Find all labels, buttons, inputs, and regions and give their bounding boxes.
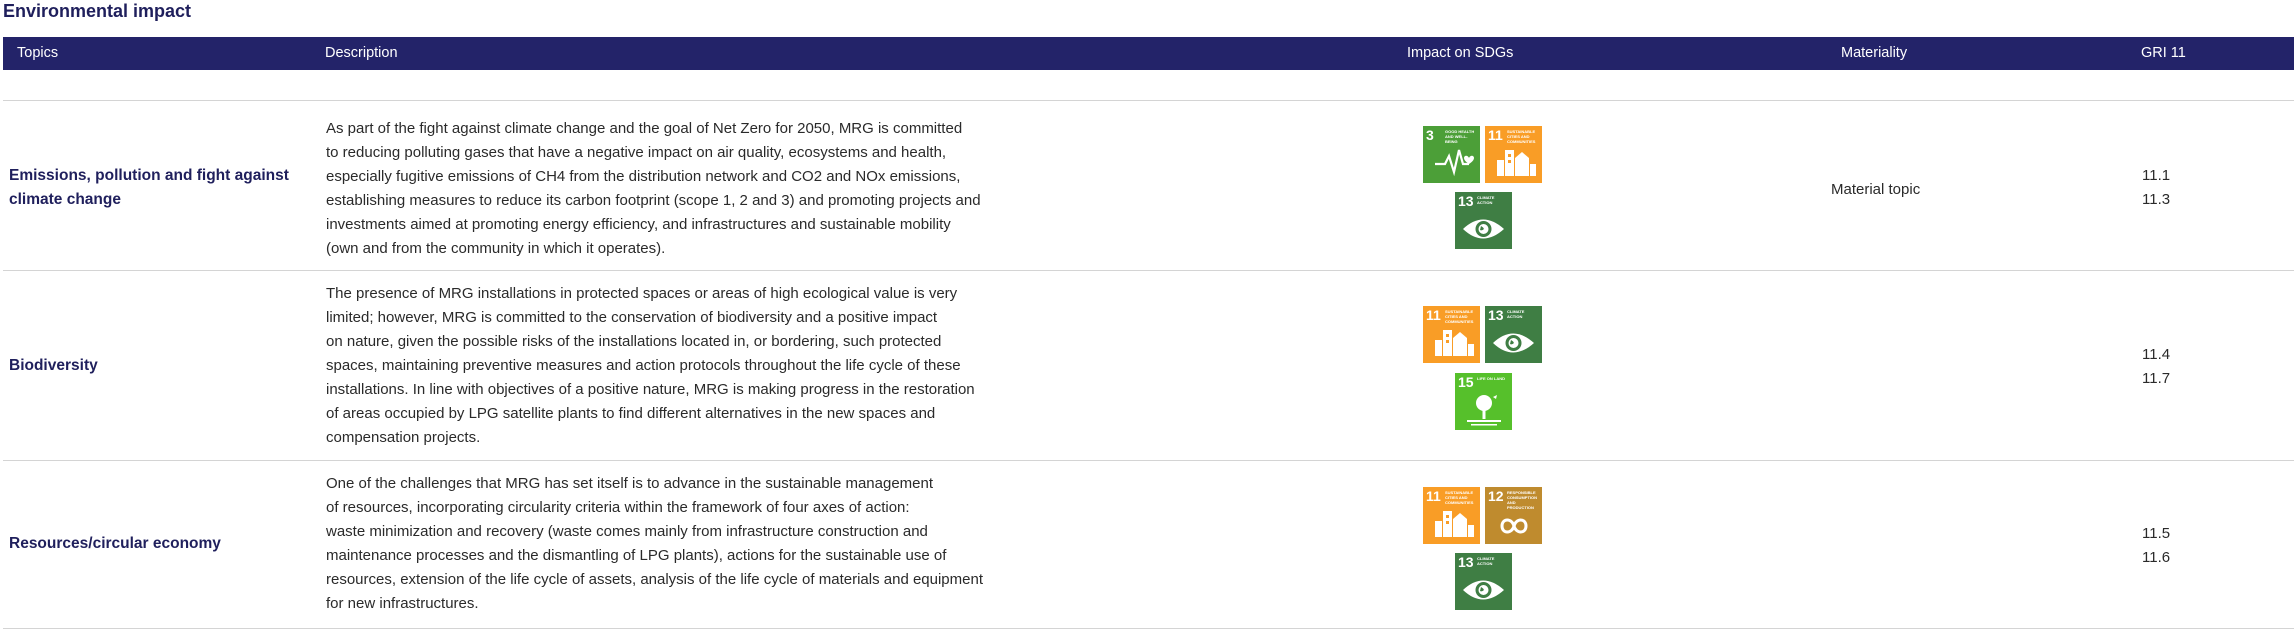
description-cell: As part of the fight against climate cha…: [326, 117, 1026, 261]
description-line: investments aimed at promoting energy ef…: [326, 216, 951, 233]
description-line: to reducing polluting gases that have a …: [326, 144, 947, 161]
gri-cell: 11.4 11.7: [2142, 343, 2171, 391]
sdg-3-tile: 3 GOOD HEALTH AND WELL-BEING: [1423, 126, 1480, 183]
topic-cell: Resources/circular economy: [9, 532, 299, 556]
gri-code: 11.7: [2142, 370, 2171, 387]
description-line: maintenance processes and the dismantlin…: [326, 547, 947, 564]
topic-cell: Biodiversity: [9, 354, 299, 378]
description-line: of resources, incorporating circularity …: [326, 499, 910, 516]
row-divider: [3, 460, 2294, 461]
header-topics: Topics: [17, 45, 59, 61]
topic-line: Emissions, pollution and fight against: [9, 167, 289, 184]
topic-line: climate change: [9, 191, 121, 208]
description-line: for new infrastructures.: [326, 595, 479, 612]
description-line: spaces, maintaining preventive measures …: [326, 357, 961, 374]
sdg-11-tile: 11 SUSTAINABLE CITIES AND COMMUNITIES: [1485, 126, 1542, 183]
topic-cell: Emissions, pollution and fight against c…: [9, 164, 299, 212]
materiality-cell: Material topic: [1831, 181, 1921, 198]
eye-globe-icon: [1463, 580, 1504, 600]
gri-cell: 11.1 11.3: [2142, 164, 2171, 212]
sdg-11-tile: 11 SUSTAINABLE CITIES AND COMMUNITIES: [1423, 306, 1480, 363]
page-title: Environmental impact: [3, 1, 192, 21]
topic-line: Resources/circular economy: [9, 535, 221, 552]
description-cell: The presence of MRG installations in pro…: [326, 282, 1026, 450]
header-materiality: Materiality: [1841, 45, 1908, 61]
row-divider: [3, 270, 2294, 271]
gri-code: 11.3: [2142, 191, 2171, 208]
description-line: especially fugitive emissions of CH4 fro…: [326, 168, 961, 185]
infinity-icon: [1500, 518, 1528, 534]
description-line: (own and from the community in which it …: [326, 240, 666, 257]
gri-code: 11.1: [2142, 167, 2171, 184]
sdg-13-tile: 13 CLIMATE ACTION: [1485, 306, 1542, 363]
description-line: on nature, given the possible risks of t…: [326, 333, 942, 350]
gri-cell: 11.5 11.6: [2142, 522, 2171, 570]
city-icon: [1497, 150, 1536, 176]
description-line: compensation projects.: [326, 429, 481, 446]
sdg-15-tile: 15 LIFE ON LAND: [1455, 373, 1512, 430]
header-description: Description: [325, 45, 398, 61]
description-line: of areas occupied by LPG satellite plant…: [326, 405, 936, 422]
table-header: Topics Description Impact on SDGs Materi…: [3, 37, 2294, 70]
topic-line: Biodiversity: [9, 357, 98, 374]
city-icon: [1435, 330, 1474, 356]
sdg-12-tile: 12 RESPONSIBLE CONSUMPTION AND PRODUCTIO…: [1485, 487, 1542, 544]
sdg-13-tile: 13 CLIMATE ACTION: [1455, 553, 1512, 610]
header-gri: GRI 11: [2141, 45, 2186, 61]
sdg-11-tile: 11 SUSTAINABLE CITIES AND COMMUNITIES: [1423, 487, 1480, 544]
description-line: waste minimization and recovery (waste c…: [326, 523, 928, 540]
gri-code: 11.5: [2142, 525, 2171, 542]
city-icon: [1435, 511, 1474, 537]
description-line: limited; however, MRG is committed to th…: [326, 309, 938, 326]
description-line: installations. In line with objectives o…: [326, 381, 975, 398]
tree-icon: [1467, 395, 1501, 426]
eye-globe-icon: [1463, 219, 1504, 239]
row-divider: [3, 100, 2294, 101]
description-line: The presence of MRG installations in pro…: [326, 285, 958, 302]
sdg-13-tile: 13 CLIMATE ACTION: [1455, 192, 1512, 249]
heartbeat-icon: [1435, 149, 1474, 177]
description-line: establishing measures to reduce its carb…: [326, 192, 981, 209]
description-cell: One of the challenges that MRG has set i…: [326, 472, 1026, 616]
description-line: One of the challenges that MRG has set i…: [326, 475, 934, 492]
gri-code: 11.6: [2142, 549, 2171, 566]
header-impact-on-sdgs: Impact on SDGs: [1407, 45, 1514, 61]
eye-globe-icon: [1493, 333, 1534, 353]
row-divider: [3, 628, 2294, 629]
description-line: resources, extension of the life cycle o…: [326, 571, 983, 588]
description-line: As part of the fight against climate cha…: [326, 120, 963, 137]
gri-code: 11.4: [2142, 346, 2171, 363]
